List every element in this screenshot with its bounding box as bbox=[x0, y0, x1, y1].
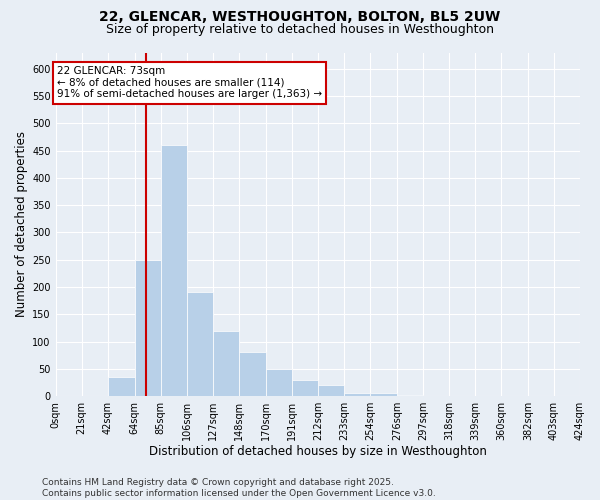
Bar bbox=[266, 369, 292, 396]
Bar bbox=[239, 352, 266, 396]
Bar bbox=[397, 395, 423, 396]
X-axis label: Distribution of detached houses by size in Westhoughton: Distribution of detached houses by size … bbox=[149, 444, 487, 458]
Bar bbox=[161, 145, 187, 396]
Bar bbox=[292, 380, 318, 396]
Text: 22, GLENCAR, WESTHOUGHTON, BOLTON, BL5 2UW: 22, GLENCAR, WESTHOUGHTON, BOLTON, BL5 2… bbox=[100, 10, 500, 24]
Bar bbox=[344, 394, 370, 396]
Text: 22 GLENCAR: 73sqm
← 8% of detached houses are smaller (114)
91% of semi-detached: 22 GLENCAR: 73sqm ← 8% of detached house… bbox=[57, 66, 322, 100]
Bar bbox=[107, 377, 135, 396]
Text: Contains HM Land Registry data © Crown copyright and database right 2025.
Contai: Contains HM Land Registry data © Crown c… bbox=[42, 478, 436, 498]
Bar bbox=[318, 385, 344, 396]
Bar bbox=[187, 292, 213, 396]
Y-axis label: Number of detached properties: Number of detached properties bbox=[15, 132, 28, 318]
Bar bbox=[370, 394, 397, 396]
Text: Size of property relative to detached houses in Westhoughton: Size of property relative to detached ho… bbox=[106, 22, 494, 36]
Bar bbox=[213, 330, 239, 396]
Bar bbox=[135, 260, 161, 396]
